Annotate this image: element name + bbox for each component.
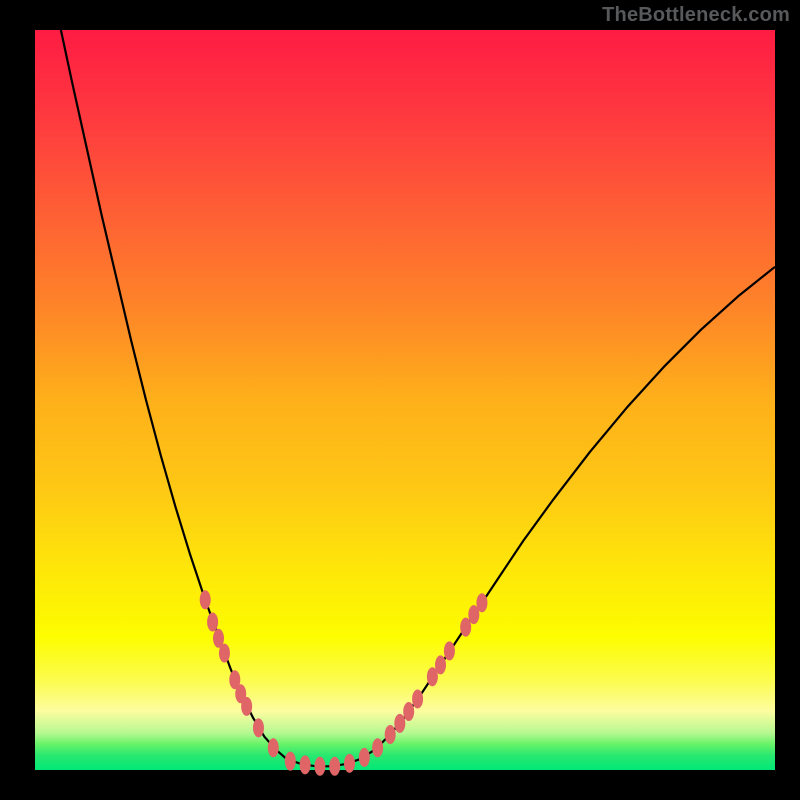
data-marker: [300, 755, 311, 774]
data-marker: [314, 757, 325, 776]
data-marker: [241, 697, 252, 716]
data-marker: [219, 644, 230, 663]
data-marker: [329, 757, 340, 776]
watermark-label: TheBottleneck.com: [602, 4, 790, 27]
data-marker: [268, 738, 279, 757]
data-marker: [412, 689, 423, 708]
data-marker: [253, 718, 264, 737]
data-marker: [200, 590, 211, 609]
data-marker: [372, 738, 383, 757]
data-marker: [359, 748, 370, 767]
data-marker: [207, 613, 218, 632]
data-marker: [476, 593, 487, 612]
data-marker: [385, 725, 396, 744]
data-marker: [435, 655, 446, 674]
data-marker: [394, 714, 405, 733]
data-marker: [403, 702, 414, 721]
data-marker: [285, 752, 296, 771]
data-marker: [344, 754, 355, 773]
chart-container: TheBottleneck.com: [0, 0, 800, 800]
data-marker: [444, 641, 455, 660]
bottleneck-chart: [0, 0, 800, 800]
